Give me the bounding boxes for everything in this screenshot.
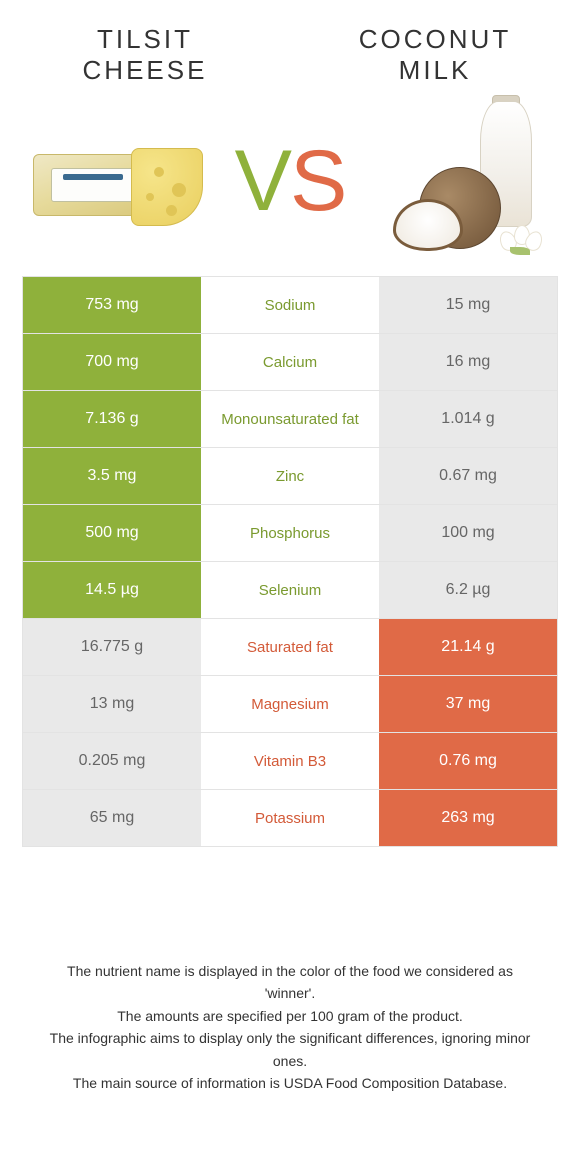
right-value-cell: 263 mg [379,790,557,846]
nutrient-name-cell: Magnesium [201,676,379,732]
left-value-cell: 3.5 mg [23,448,201,504]
header-row: TILSIT CHEESE COCONUT MILK [0,0,580,86]
left-food-image [30,106,205,256]
footer-line-2: The amounts are specified per 100 gram o… [40,1005,540,1027]
table-row: 16.775 gSaturated fat21.14 g [23,618,557,675]
right-value-cell: 0.67 mg [379,448,557,504]
right-value-cell: 1.014 g [379,391,557,447]
nutrient-name-cell: Potassium [201,790,379,846]
left-value-cell: 65 mg [23,790,201,846]
coconut-illustration [375,101,550,261]
footer-notes: The nutrient name is displayed in the co… [0,960,580,1094]
header-right: COCONUT MILK [290,24,580,86]
footer-line-1: The nutrient name is displayed in the co… [40,960,540,1005]
right-food-title: COCONUT MILK [290,24,580,86]
table-row: 7.136 gMonounsaturated fat1.014 g [23,390,557,447]
right-value-cell: 0.76 mg [379,733,557,789]
nutrient-name-cell: Calcium [201,334,379,390]
table-row: 13 mgMagnesium37 mg [23,675,557,732]
left-value-cell: 700 mg [23,334,201,390]
vs-v: V [235,133,290,229]
left-value-cell: 500 mg [23,505,201,561]
left-value-cell: 7.136 g [23,391,201,447]
vs-label: VS [235,138,346,224]
comparison-table: 753 mgSodium15 mg700 mgCalcium16 mg7.136… [22,276,558,847]
left-food-title: TILSIT CHEESE [0,24,290,86]
nutrient-name-cell: Saturated fat [201,619,379,675]
left-value-cell: 0.205 mg [23,733,201,789]
nutrient-name-cell: Zinc [201,448,379,504]
header-left: TILSIT CHEESE [0,24,290,86]
nutrient-name-cell: Monounsaturated fat [201,391,379,447]
right-value-cell: 15 mg [379,277,557,333]
right-value-cell: 37 mg [379,676,557,732]
table-row: 500 mgPhosphorus100 mg [23,504,557,561]
right-food-image [375,106,550,256]
table-row: 700 mgCalcium16 mg [23,333,557,390]
footer-line-4: The main source of information is USDA F… [40,1072,540,1094]
images-row: VS [0,86,580,276]
nutrient-name-cell: Sodium [201,277,379,333]
footer-line-3: The infographic aims to display only the… [40,1027,540,1072]
table-row: 3.5 mgZinc0.67 mg [23,447,557,504]
vs-s: S [290,133,345,229]
table-row: 14.5 µgSelenium6.2 µg [23,561,557,618]
right-value-cell: 21.14 g [379,619,557,675]
table-row: 65 mgPotassium263 mg [23,789,557,846]
nutrient-name-cell: Phosphorus [201,505,379,561]
left-value-cell: 753 mg [23,277,201,333]
right-value-cell: 16 mg [379,334,557,390]
table-row: 0.205 mgVitamin B30.76 mg [23,732,557,789]
left-value-cell: 13 mg [23,676,201,732]
right-value-cell: 100 mg [379,505,557,561]
left-value-cell: 16.775 g [23,619,201,675]
nutrient-name-cell: Selenium [201,562,379,618]
cheese-illustration [33,126,203,236]
table-row: 753 mgSodium15 mg [23,276,557,333]
right-value-cell: 6.2 µg [379,562,557,618]
left-value-cell: 14.5 µg [23,562,201,618]
nutrient-name-cell: Vitamin B3 [201,733,379,789]
